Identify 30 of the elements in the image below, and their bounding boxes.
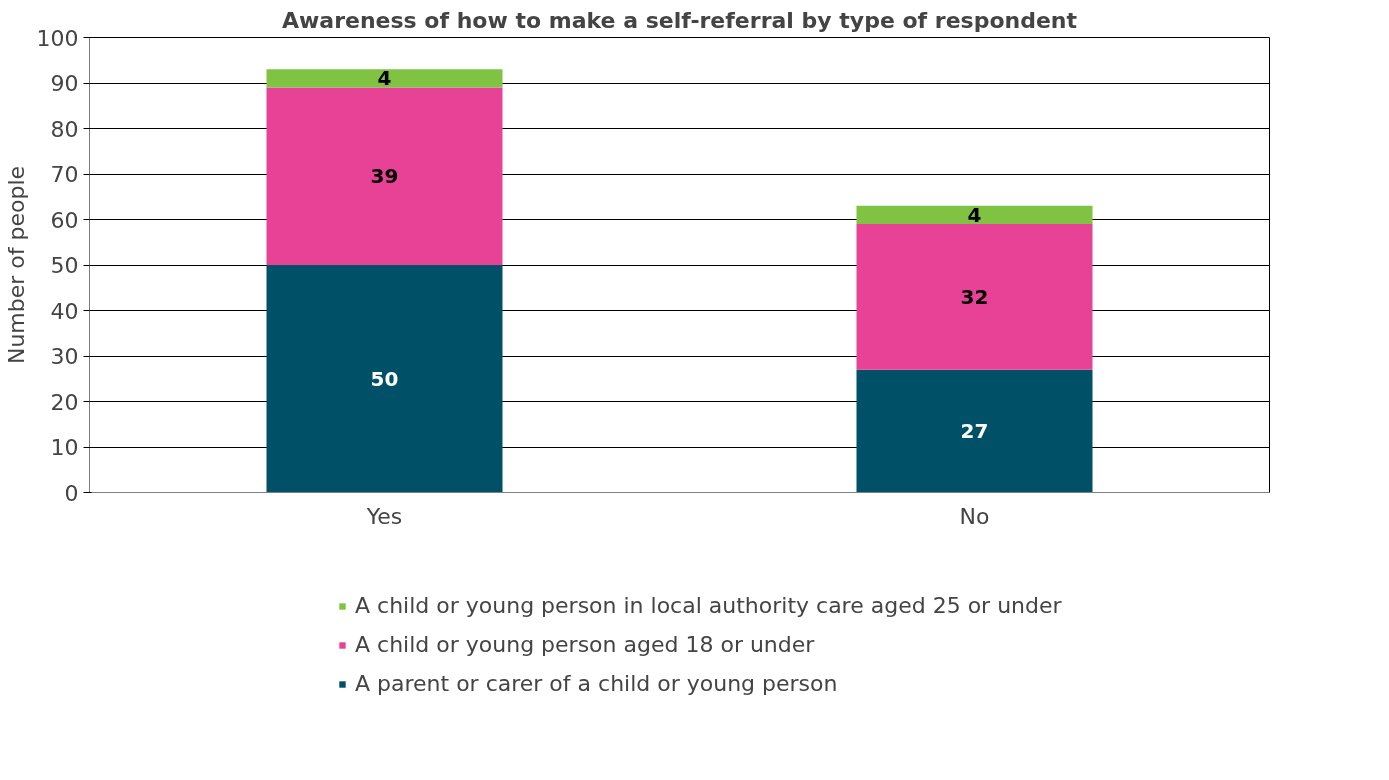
y-tick-label: 0 — [64, 480, 79, 506]
y-tick-label: 40 — [50, 298, 79, 324]
legend-label: A child or young person in local authority care aged 25 or under — [355, 593, 1062, 618]
bar — [266, 69, 503, 88]
y-tick-label: 70 — [50, 162, 79, 187]
bar — [856, 205, 1093, 225]
y-tick-label: 30 — [50, 344, 79, 369]
bar — [266, 265, 503, 493]
x-tick-label: Yes — [365, 503, 403, 529]
data-label: 27 — [960, 419, 989, 444]
data-label: 50 — [370, 366, 399, 391]
y-tick-label: 60 — [50, 207, 79, 233]
chart-title: Awareness of how to make a self-referral by type of respondent — [281, 7, 1078, 33]
y-tick-label: 10 — [50, 435, 79, 460]
data-label: 32 — [960, 284, 989, 309]
y-tick-label: 50 — [50, 253, 79, 278]
legend-label: A parent or carer of a child or young person — [355, 671, 838, 696]
y-tick-label: 80 — [50, 116, 79, 142]
y-axis-title: Number of people — [3, 165, 29, 365]
data-label: 4 — [967, 202, 982, 227]
bar — [856, 224, 1093, 370]
data-label: 4 — [377, 66, 392, 91]
y-tick-label: 90 — [50, 71, 79, 96]
bar — [856, 369, 1093, 493]
y-tick-label: 100 — [36, 25, 79, 51]
x-tick-label: No — [959, 503, 990, 529]
legend-label: A child or young person aged 18 or under — [355, 632, 815, 657]
y-tick-label: 20 — [50, 389, 79, 415]
bar — [266, 87, 503, 265]
data-label: 39 — [370, 164, 399, 189]
